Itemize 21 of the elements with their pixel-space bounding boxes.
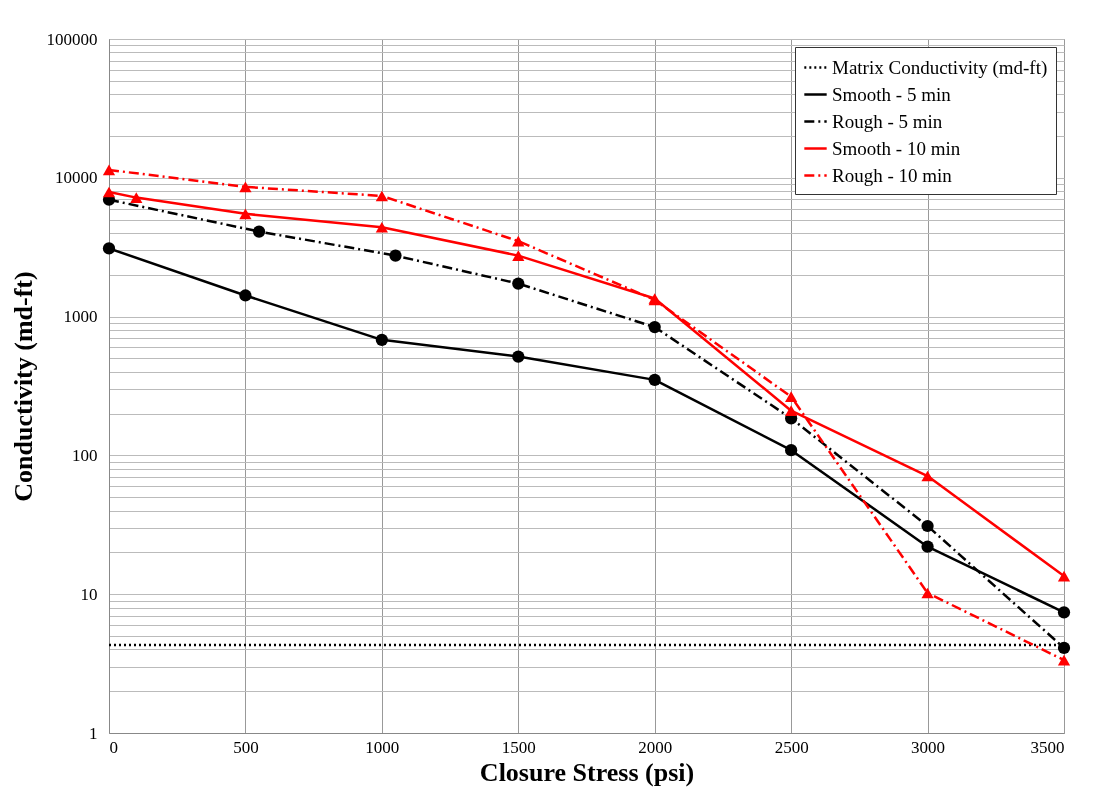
x-tick-label: 2000 [638,737,673,757]
y-tick-label: 1 [89,723,98,743]
legend-label: Matrix Conductivity (md-ft) [832,56,1048,79]
x-tick-label: 500 [233,737,259,757]
y-tick-label: 100000 [46,29,98,49]
x-tick-label: 1500 [501,737,536,757]
x-tick-label: 1000 [365,737,400,757]
y-tick-label: 100 [72,445,98,465]
x-tick-label: 0 [109,737,118,757]
legend-label: Smooth - 5 min [832,83,952,105]
legend-label: Rough - 10 min [832,164,953,186]
y-axis-title: Conductivity (md-ft) [8,271,38,502]
y-tick-label: 10000 [55,168,98,188]
legend-label: Smooth - 10 min [832,137,961,159]
x-tick-label: 3000 [911,737,946,757]
y-tick-label: 1000 [63,307,98,327]
legend-label: Rough - 5 min [832,110,943,132]
y-tick-label: 10 [80,584,98,604]
x-tick-label: 2500 [774,737,809,757]
x-axis-title: Closure Stress (psi) [479,757,695,787]
x-tick-label: 3500 [1030,737,1065,757]
